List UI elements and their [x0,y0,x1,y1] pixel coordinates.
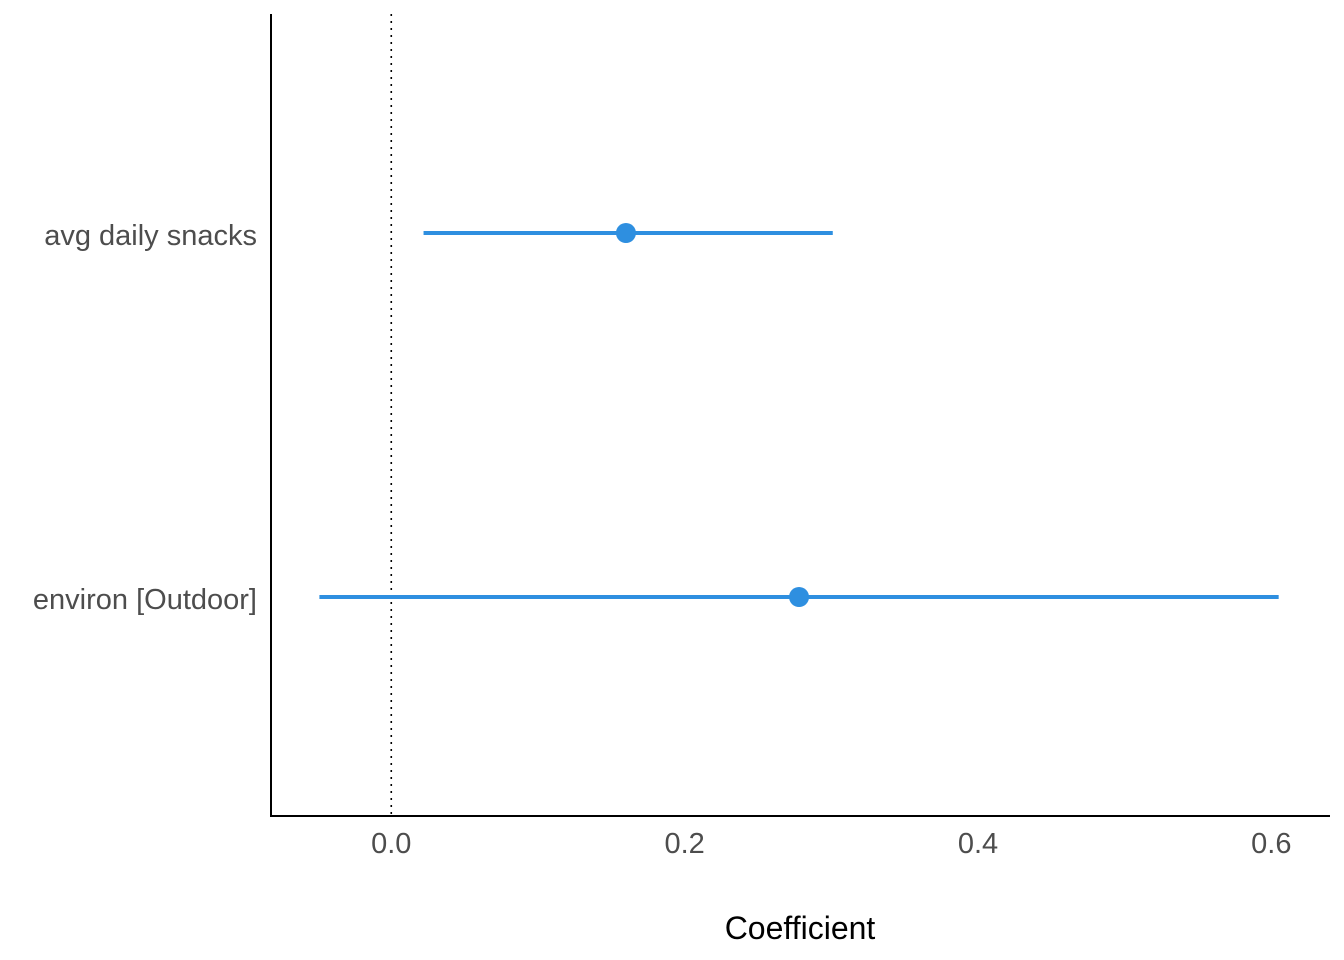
coefficient-marks [319,223,1279,607]
x-tick-label: 0.6 [1251,828,1291,860]
x-tick-label: 0.0 [371,828,411,860]
term-label: environ [Outdoor] [33,584,257,616]
x-tick-label: 0.4 [958,828,998,860]
coefficient-point [789,587,810,607]
term-labels: avg daily snacks environ [Outdoor] [33,220,257,616]
coefficient-point [615,223,636,243]
x-tick-label: 0.2 [664,828,704,860]
x-tick-labels: 0.0 0.2 0.4 0.6 [371,828,1291,860]
term-label: avg daily snacks [44,220,257,252]
x-axis-title: Coefficient [725,910,876,946]
